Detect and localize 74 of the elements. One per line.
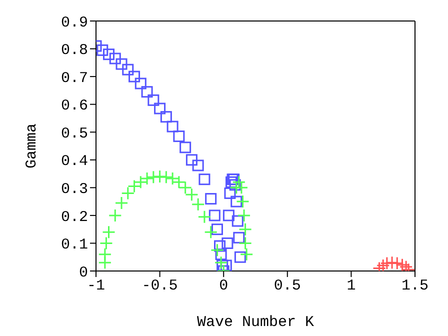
point	[141, 86, 153, 98]
point	[128, 70, 140, 82]
x-tick-label: -0.5	[142, 278, 178, 295]
point	[154, 102, 166, 114]
y-tick-label: 0.5	[60, 125, 88, 142]
point	[230, 196, 242, 208]
point	[198, 174, 210, 186]
point	[204, 225, 218, 239]
point	[237, 208, 251, 222]
y-tick-label: 0.2	[60, 208, 88, 226]
y-tick-label: 0.8	[60, 42, 88, 60]
point	[399, 260, 413, 271]
point	[173, 130, 185, 142]
point	[121, 186, 135, 200]
y-axis-title: Gamma	[23, 123, 40, 169]
point	[224, 187, 236, 199]
point	[180, 142, 192, 154]
point	[222, 210, 234, 222]
point	[148, 94, 160, 106]
x-axis-title: Wave Number K	[196, 314, 314, 331]
y-tick-label: 0	[78, 264, 88, 282]
point	[134, 175, 148, 189]
point	[215, 248, 227, 260]
x-tick-label: 0	[219, 278, 228, 295]
point	[205, 193, 217, 205]
point	[240, 248, 254, 262]
point	[234, 251, 246, 263]
point	[191, 198, 205, 212]
point	[99, 236, 113, 250]
y-tick-label: 0.4	[60, 153, 88, 170]
point	[128, 180, 142, 194]
point	[116, 58, 128, 70]
point	[198, 210, 212, 224]
point	[146, 170, 160, 184]
point	[102, 225, 116, 239]
point	[192, 160, 204, 172]
point	[103, 48, 115, 60]
point	[114, 196, 128, 210]
y-tick-label: 0.6	[60, 98, 88, 115]
point	[222, 237, 234, 249]
point	[210, 243, 224, 257]
point	[214, 240, 226, 252]
point	[122, 64, 134, 76]
point	[229, 179, 241, 191]
point	[134, 78, 146, 90]
y-tick-label: 0.1	[60, 236, 88, 254]
y-tick-label: 0.9	[60, 14, 88, 32]
point	[238, 222, 252, 236]
x-tick-label: 1	[346, 278, 356, 295]
point	[236, 194, 250, 208]
point	[376, 258, 390, 271]
point	[186, 154, 198, 166]
point	[385, 256, 399, 270]
y-tick-label: 0.3	[60, 180, 88, 198]
point	[232, 215, 244, 227]
point	[109, 52, 121, 64]
point	[166, 120, 178, 132]
y-tick-label: 0.7	[60, 70, 88, 87]
point	[211, 224, 223, 236]
point	[233, 232, 245, 244]
point	[98, 248, 112, 262]
x-tick-label: 1.5	[401, 278, 429, 295]
point	[238, 236, 252, 250]
point	[153, 170, 167, 184]
x-tick-label: -1	[86, 278, 106, 295]
x-tick-label: 0.5	[274, 278, 301, 295]
point	[159, 170, 173, 184]
point	[140, 172, 154, 186]
point	[214, 256, 228, 270]
point	[108, 208, 122, 222]
point	[226, 176, 238, 188]
point	[208, 210, 220, 222]
point	[160, 111, 172, 123]
point	[96, 44, 108, 56]
